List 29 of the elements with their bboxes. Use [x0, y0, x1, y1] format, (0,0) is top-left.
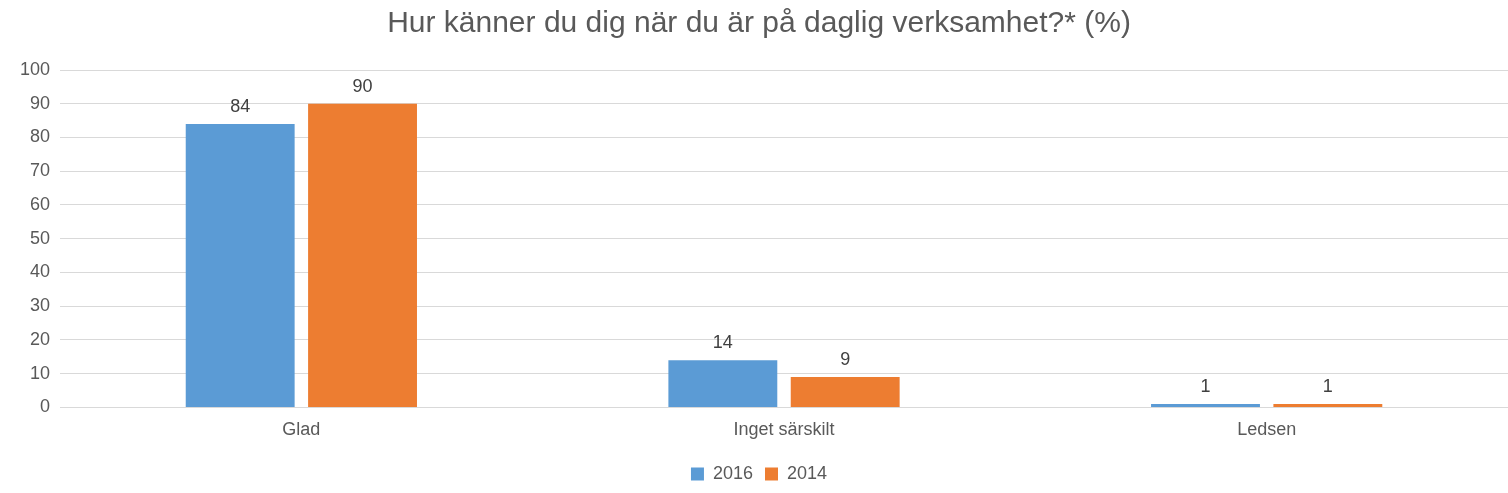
data-label: 9: [840, 349, 851, 369]
bar: [668, 360, 778, 407]
data-label: 14: [712, 332, 733, 353]
x-tick-label: Inget särskilt: [733, 419, 835, 440]
data-label: 84: [230, 95, 251, 116]
bar: [790, 377, 900, 407]
y-tick-label: 30: [30, 295, 51, 316]
y-tick-label: 100: [19, 58, 51, 79]
y-tick-label: 50: [30, 227, 51, 248]
data-label: 90: [352, 75, 373, 96]
chart-title: Hur känner du dig när du är på daglig verksamhet?* (%): [387, 5, 1131, 39]
y-tick-label: 20: [30, 328, 51, 349]
y-tick-label: 90: [30, 92, 51, 113]
legend-label: 2016: [712, 462, 753, 483]
y-tick-label: 40: [30, 261, 51, 282]
data-label: 1: [1322, 375, 1333, 396]
y-tick-label: 10: [30, 362, 51, 383]
legend-label: 2014: [787, 462, 828, 483]
bar: [185, 123, 295, 407]
data-label: 1: [1200, 375, 1211, 396]
y-tick-label: 60: [30, 193, 51, 214]
x-tick-label: Ledsen: [1237, 419, 1297, 440]
bar: [1273, 404, 1383, 407]
bar: [308, 103, 417, 407]
y-tick-label: 70: [30, 160, 51, 181]
bar: [1151, 404, 1260, 407]
x-tick-label: Glad: [282, 419, 321, 440]
y-tick-label: 80: [30, 126, 51, 147]
y-tick-label: 0: [40, 396, 51, 417]
